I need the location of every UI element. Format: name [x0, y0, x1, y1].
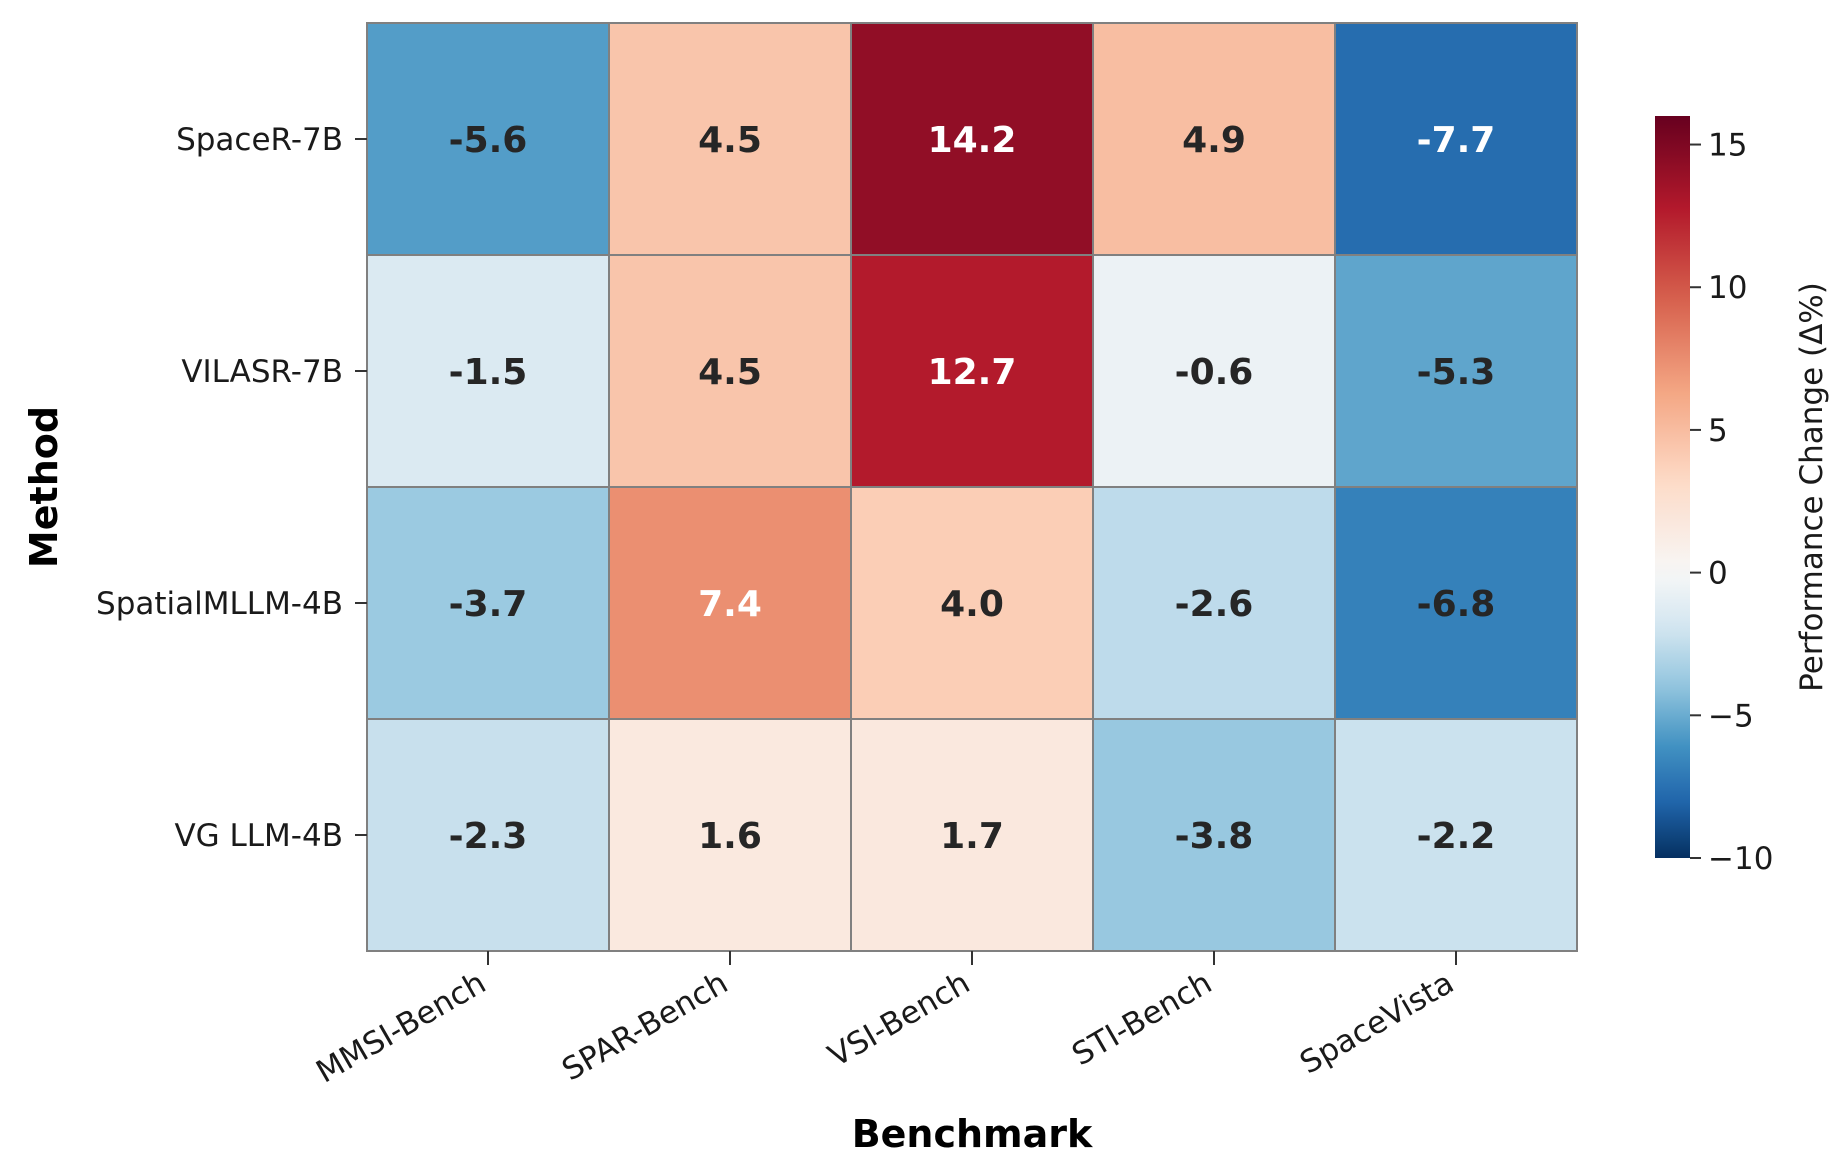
cell-value-label: -3.7: [449, 584, 528, 625]
cell-value-label: -5.3: [1417, 352, 1496, 393]
heatmap-cell: [1092, 718, 1336, 952]
heatmap-cell: [366, 22, 610, 256]
heatmap-cells: [366, 22, 1578, 952]
heatmap-cell: [1334, 254, 1578, 488]
cell-value-label: -7.7: [1417, 120, 1496, 161]
cell-value-label: 7.4: [698, 584, 762, 625]
cell-value-label: -1.5: [449, 352, 528, 393]
colorbar-tick-label: −10: [1708, 841, 1773, 877]
cell-value-label: -6.8: [1417, 584, 1496, 625]
heatmap-cell: [1334, 22, 1578, 256]
colorbar-title: Performance Change (Δ%): [1794, 282, 1830, 692]
heatmap-cell: [608, 486, 852, 720]
colorbar-tick-label: −5: [1708, 698, 1754, 734]
x-tick-label: MMSI-Bench: [310, 965, 492, 1091]
y-tick-label: SpaceR-7B: [176, 122, 343, 158]
heatmap-cell: [850, 718, 1094, 952]
cell-value-label: 1.6: [698, 816, 762, 857]
y-tick-label: VILASR-7B: [181, 354, 343, 390]
cell-value-label: -0.6: [1175, 352, 1254, 393]
colorbar-tick-label: 15: [1708, 128, 1747, 164]
cell-value-label: 12.7: [928, 352, 1017, 393]
cell-value-label: -3.8: [1175, 816, 1254, 857]
x-tick-label: VSI-Bench: [822, 965, 976, 1075]
cell-value-label: -2.2: [1417, 816, 1496, 857]
cell-value-label: -5.6: [449, 120, 528, 161]
cell-value-label: -2.6: [1175, 584, 1254, 625]
heatmap-cell: [1092, 22, 1336, 256]
x-tick-label: SPAR-Bench: [556, 965, 734, 1088]
heatmap-cell: [1092, 486, 1336, 720]
x-axis-title: Benchmark: [852, 1112, 1093, 1156]
cell-value-label: 4.0: [940, 584, 1004, 625]
colorbar-ticks: 15 10 5 0 −5 −10: [1690, 128, 1773, 877]
cell-value-label: -2.3: [449, 816, 528, 857]
heatmap-cell-labels: -5.6 4.5 14.2 4.9 -7.7 -1.5 4.5 12.7 -0.6 -5.3 -3.…: [449, 120, 1496, 857]
heatmap-cell: [366, 254, 610, 488]
heatmap-cell: [1334, 486, 1578, 720]
heatmap-cell: [1334, 718, 1578, 952]
colorbar-tick-label: 10: [1708, 270, 1747, 306]
heatmap-cell: [850, 486, 1094, 720]
y-tick-label: SpatialMLLM-4B: [96, 586, 343, 622]
x-tick-label: STI-Bench: [1066, 965, 1218, 1073]
y-tick-label: VG LLM-4B: [174, 818, 343, 854]
heatmap-cell: [608, 718, 852, 952]
colorbar-tick-label: 5: [1708, 413, 1728, 449]
colorbar: [1655, 116, 1690, 858]
heatmap-cell: [850, 254, 1094, 488]
cell-value-label: 4.5: [698, 352, 762, 393]
colorbar-tick-label: 0: [1708, 556, 1728, 592]
heatmap-cell: [850, 22, 1094, 256]
y-axis-title: Method: [22, 406, 66, 568]
x-axis-ticks: MMSI-Bench SPAR-Bench VSI-Bench STI-Bench Sp…: [310, 951, 1460, 1090]
cell-value-label: 1.7: [940, 816, 1004, 857]
heatmap-cell: [608, 22, 852, 256]
cell-value-label: 4.9: [1182, 120, 1246, 161]
x-tick-label: SpaceVista: [1294, 965, 1460, 1082]
y-axis-ticks: SpaceR-7B VILASR-7B SpatialMLLM-4B VG LLM-4…: [96, 122, 367, 854]
cell-value-label: 4.5: [698, 120, 762, 161]
cell-value-label: 14.2: [928, 120, 1017, 161]
